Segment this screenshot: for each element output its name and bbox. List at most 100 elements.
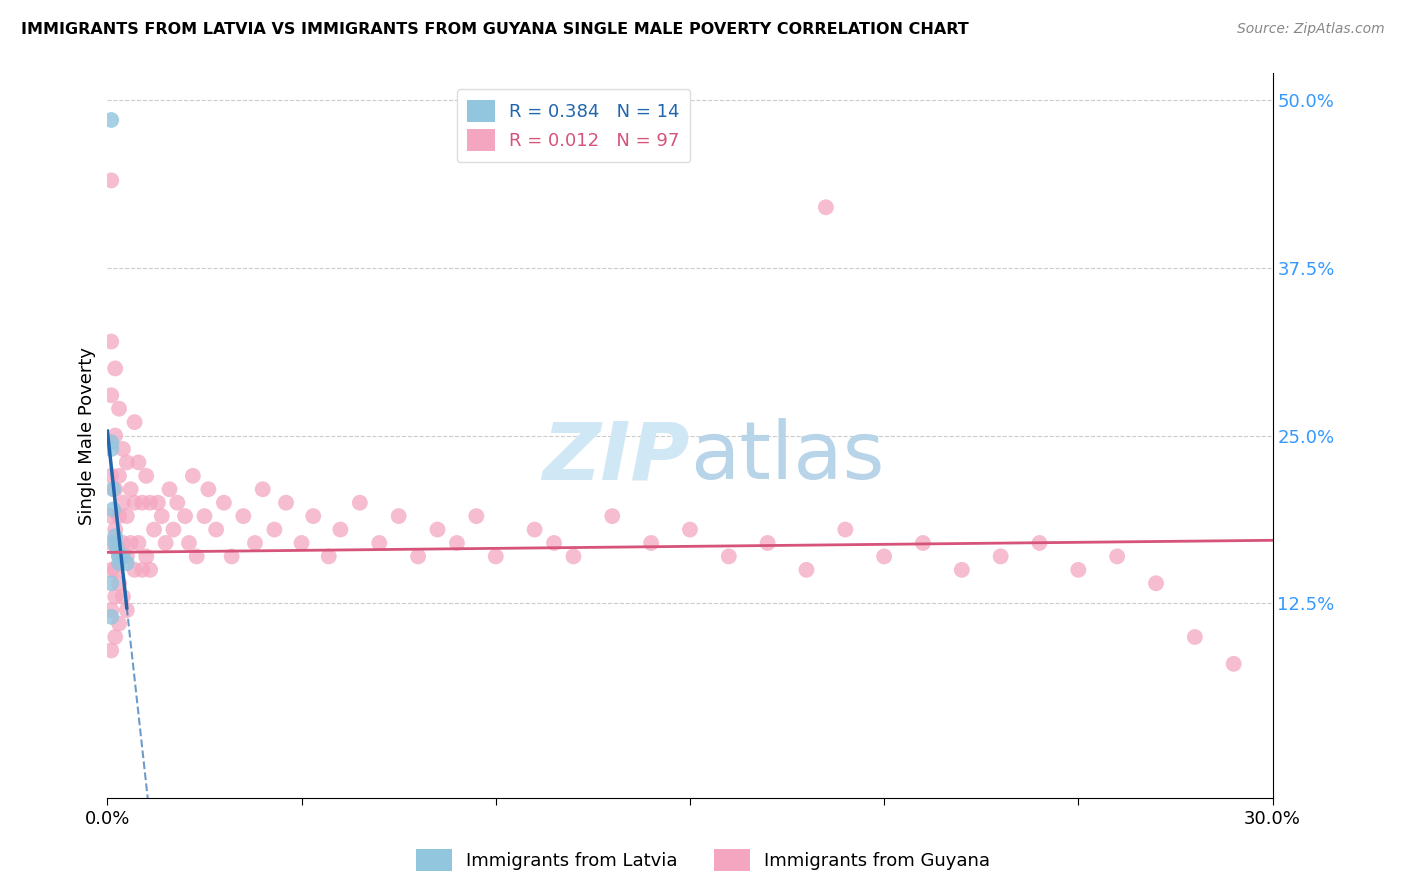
Point	[100, 173, 122, 187]
Point	[186, 549, 208, 564]
Point	[368, 536, 391, 550]
Point	[135, 468, 157, 483]
Point	[543, 536, 565, 550]
Point	[181, 468, 204, 483]
Point	[139, 563, 162, 577]
Point	[105, 542, 128, 557]
Point	[124, 415, 146, 429]
Point	[104, 590, 127, 604]
Point	[108, 556, 131, 570]
Point	[127, 455, 149, 469]
Point	[232, 509, 254, 524]
Point	[100, 442, 122, 456]
Point	[100, 610, 122, 624]
Point	[143, 523, 166, 537]
Point	[873, 549, 896, 564]
Point	[796, 563, 818, 577]
Point	[1067, 563, 1090, 577]
Point	[104, 483, 127, 497]
Point	[108, 549, 131, 564]
Point	[108, 616, 131, 631]
Point	[212, 496, 235, 510]
Point	[252, 483, 274, 497]
Point	[349, 496, 371, 510]
Text: Source: ZipAtlas.com: Source: ZipAtlas.com	[1237, 22, 1385, 37]
Point	[717, 549, 740, 564]
Point	[274, 496, 297, 510]
Point	[104, 361, 127, 376]
Point	[263, 523, 285, 537]
Point	[950, 563, 973, 577]
Point	[302, 509, 325, 524]
Point	[159, 483, 181, 497]
Point	[177, 536, 200, 550]
Point	[834, 523, 856, 537]
Point	[1028, 536, 1050, 550]
Point	[523, 523, 546, 537]
Point	[100, 435, 122, 450]
Point	[990, 549, 1012, 564]
Point	[108, 468, 131, 483]
Point	[193, 509, 215, 524]
Point	[100, 334, 122, 349]
Point	[465, 509, 488, 524]
Point	[115, 549, 138, 564]
Point	[290, 536, 312, 550]
Point	[1184, 630, 1206, 644]
Point	[100, 603, 122, 617]
Point	[108, 401, 131, 416]
Point	[205, 523, 228, 537]
Point	[100, 388, 122, 402]
Point	[100, 536, 122, 550]
Y-axis label: Single Male Poverty: Single Male Poverty	[79, 347, 96, 524]
Point	[104, 630, 127, 644]
Point	[911, 536, 934, 550]
Point	[111, 549, 134, 564]
Point	[562, 549, 585, 564]
Point	[814, 200, 837, 214]
Point	[115, 603, 138, 617]
Point	[108, 549, 131, 564]
Point	[174, 509, 197, 524]
Point	[446, 536, 468, 550]
Point	[104, 428, 127, 442]
Point	[120, 536, 142, 550]
Point	[243, 536, 266, 550]
Point	[115, 455, 138, 469]
Point	[124, 496, 146, 510]
Point	[111, 590, 134, 604]
Point	[426, 523, 449, 537]
Point	[131, 496, 153, 510]
Point	[104, 523, 127, 537]
Point	[100, 468, 122, 483]
Text: IMMIGRANTS FROM LATVIA VS IMMIGRANTS FROM GUYANA SINGLE MALE POVERTY CORRELATION: IMMIGRANTS FROM LATVIA VS IMMIGRANTS FRO…	[21, 22, 969, 37]
Point	[155, 536, 177, 550]
Point	[131, 563, 153, 577]
Text: ZIP: ZIP	[543, 418, 690, 496]
Point	[1107, 549, 1129, 564]
Point	[640, 536, 662, 550]
Point	[115, 556, 138, 570]
Point	[485, 549, 508, 564]
Point	[221, 549, 243, 564]
Point	[100, 509, 122, 524]
Point	[166, 496, 188, 510]
Point	[104, 529, 127, 543]
Point	[103, 502, 125, 516]
Point	[111, 536, 134, 550]
Point	[388, 509, 411, 524]
Point	[111, 442, 134, 456]
Point	[162, 523, 184, 537]
Point	[197, 483, 219, 497]
Point	[318, 549, 340, 564]
Point	[120, 483, 142, 497]
Point	[150, 509, 173, 524]
Point	[104, 536, 127, 550]
Point	[108, 576, 131, 591]
Point	[100, 563, 122, 577]
Point	[139, 496, 162, 510]
Point	[1222, 657, 1244, 671]
Point	[679, 523, 702, 537]
Point	[111, 496, 134, 510]
Point	[100, 643, 122, 657]
